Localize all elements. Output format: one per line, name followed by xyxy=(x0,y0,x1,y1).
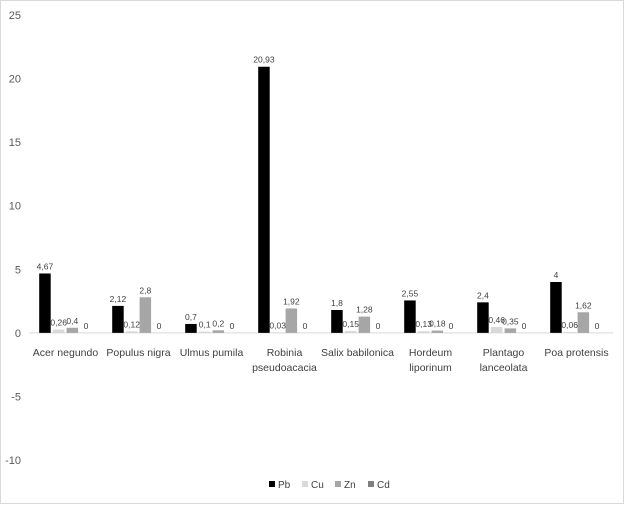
bar-pb xyxy=(185,324,197,333)
bar-pb xyxy=(258,67,270,333)
data-label: 1,62 xyxy=(575,300,592,310)
data-label: 1,28 xyxy=(356,305,373,315)
data-label: 0,26 xyxy=(50,318,67,328)
legend-label-pb: Pb xyxy=(278,480,291,491)
y-tick-label: 10 xyxy=(9,201,21,213)
data-label: 2,8 xyxy=(139,285,151,295)
bar-cu xyxy=(564,332,576,333)
bar-pb xyxy=(331,310,343,333)
y-tick-label: -5 xyxy=(11,391,21,403)
data-label: 0,12 xyxy=(123,319,140,329)
bar-pb xyxy=(404,300,416,332)
data-label: 4,67 xyxy=(37,261,54,271)
data-label: 0 xyxy=(449,321,454,331)
data-label: 0,06 xyxy=(561,320,578,330)
data-label: 0,1 xyxy=(199,320,211,330)
bar-pb xyxy=(477,302,489,333)
category-label: lanceolata xyxy=(480,362,528,374)
category-label: Poa protensis xyxy=(544,347,608,359)
y-tick-label: 15 xyxy=(9,137,21,149)
data-label: 0 xyxy=(230,321,235,331)
y-tick-label: -10 xyxy=(5,455,21,467)
data-label: 1,92 xyxy=(283,296,300,306)
data-label: 0 xyxy=(376,321,381,331)
legend: Pb Cu Zn Cd xyxy=(269,480,390,491)
bar-cu xyxy=(53,330,65,333)
bar-cu xyxy=(126,331,137,333)
bar-pb xyxy=(39,273,51,332)
data-label: 2,12 xyxy=(110,294,127,304)
category-label: liporinum xyxy=(409,362,452,374)
data-label: 0,4 xyxy=(66,316,78,326)
bar-zn xyxy=(140,297,152,333)
data-label: 0 xyxy=(522,321,527,331)
category-label: Hordeum xyxy=(409,347,452,359)
category-labels: Acer negundo Populus nigra Ulmus pumila Rob… xyxy=(33,347,609,374)
data-label: 0,2 xyxy=(212,318,224,328)
data-label: 2,55 xyxy=(402,288,419,298)
data-label: 0,15 xyxy=(342,319,359,329)
category-label: Robinia xyxy=(267,347,303,359)
bar-pb xyxy=(550,282,562,333)
bar-cu xyxy=(345,331,357,333)
data-label: 1,8 xyxy=(331,298,343,308)
y-tick-label: 0 xyxy=(15,328,21,340)
data-label: 0,18 xyxy=(429,319,446,329)
category-label: Ulmus pumila xyxy=(180,347,244,359)
bar-pb xyxy=(112,306,124,333)
y-tick-label: 5 xyxy=(15,264,21,276)
y-tick-label: 25 xyxy=(9,10,21,22)
bar-zn xyxy=(67,328,79,333)
data-label: 0 xyxy=(84,321,89,331)
data-label: 0,03 xyxy=(269,320,286,330)
legend-swatch-zn xyxy=(335,481,341,487)
bar-cu xyxy=(491,327,503,333)
data-label: 20,93 xyxy=(253,55,275,65)
bar-zn xyxy=(432,331,444,333)
legend-label-zn: Zn xyxy=(344,480,356,491)
category-label: pseudoacacia xyxy=(252,362,317,374)
data-label: 0 xyxy=(157,321,162,331)
legend-swatch-pb xyxy=(269,481,275,487)
data-label: 0,7 xyxy=(185,312,197,322)
category-label: Populus nigra xyxy=(106,347,170,359)
category-label: Plantago xyxy=(483,347,525,359)
data-label: 0,35 xyxy=(502,316,519,326)
bar-cu xyxy=(199,332,211,333)
bar-zn xyxy=(286,308,298,332)
legend-swatch-cu xyxy=(302,481,308,487)
legend-swatch-cd xyxy=(368,481,374,487)
category-label: Acer negundo xyxy=(33,347,99,359)
legend-label-cd: Cd xyxy=(377,480,390,491)
bar-zn xyxy=(505,328,516,332)
bar-zn xyxy=(578,312,590,333)
data-label: 2,4 xyxy=(477,290,489,300)
category-label: Salix babilonica xyxy=(321,347,394,359)
y-axis-tick-labels: 25 20 15 10 5 0 -5 -10 xyxy=(5,10,21,467)
y-tick-label: 20 xyxy=(9,74,21,86)
data-label: 4 xyxy=(554,270,559,280)
legend-label-cu: Cu xyxy=(311,480,324,491)
bar-cu xyxy=(418,331,430,333)
bar-zn xyxy=(213,330,225,333)
data-label: 0 xyxy=(303,321,308,331)
bar-zn xyxy=(359,317,371,333)
data-label: 0 xyxy=(595,321,600,331)
